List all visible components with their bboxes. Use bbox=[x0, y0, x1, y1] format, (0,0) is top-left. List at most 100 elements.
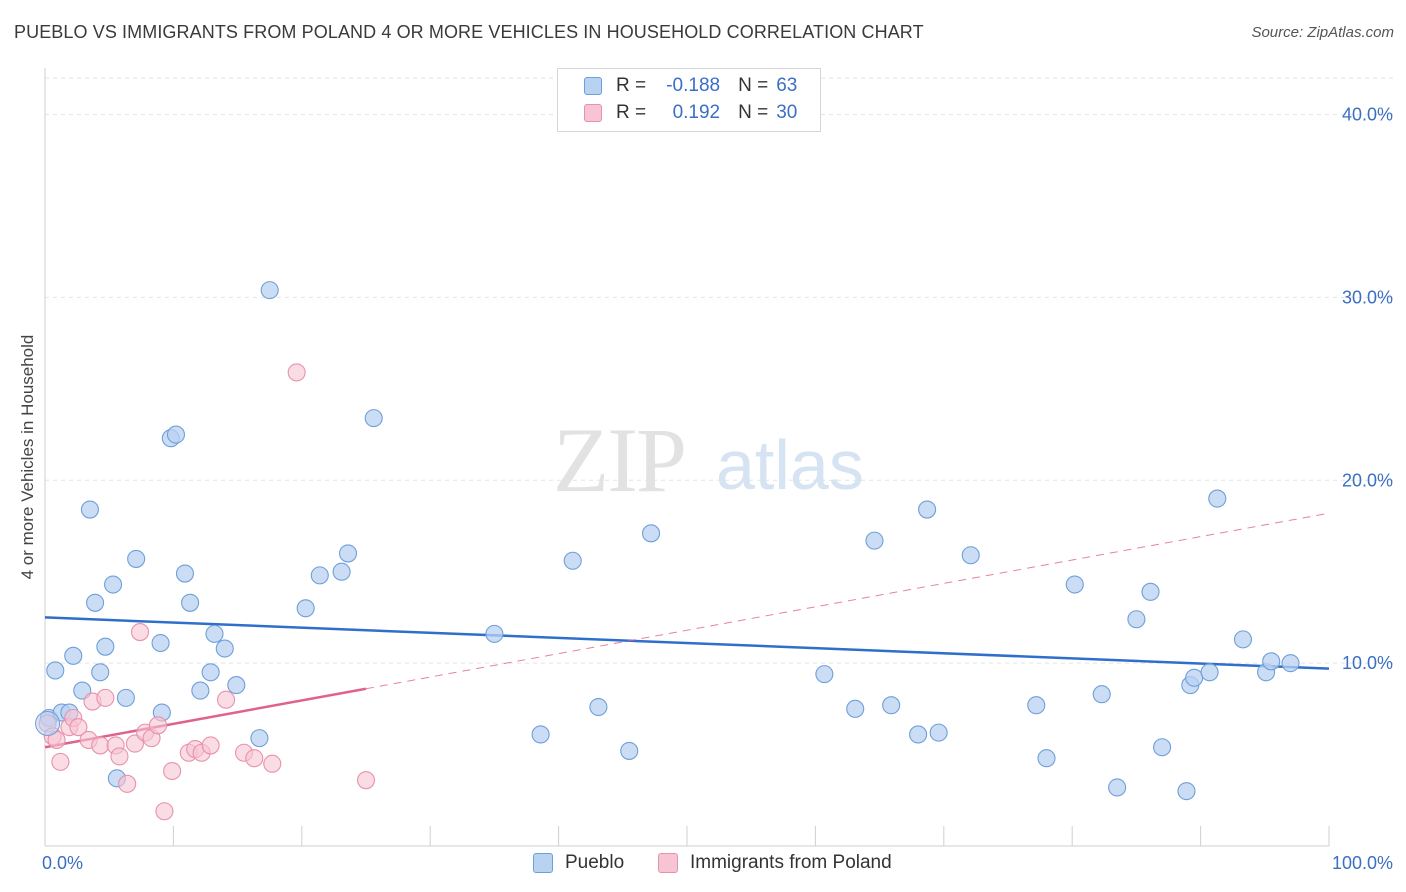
legend-row-pueblo: R = -0.188 N = 63 bbox=[584, 75, 797, 97]
pueblo-point bbox=[1208, 489, 1227, 508]
poland-point bbox=[69, 718, 88, 737]
pueblo-point bbox=[1233, 630, 1253, 649]
poland-point bbox=[51, 752, 70, 771]
poland-swatch bbox=[584, 104, 602, 122]
pueblo-point bbox=[1127, 610, 1146, 629]
y-tick-label: 30.0% bbox=[1342, 287, 1393, 307]
pueblo-point bbox=[1177, 782, 1196, 801]
pueblo-point bbox=[1108, 778, 1127, 797]
correlation-legend: R = -0.188 N = 63 R = 0.192 N = 30 bbox=[557, 68, 821, 132]
pueblo-point bbox=[1200, 663, 1219, 682]
poland-point bbox=[110, 747, 129, 766]
pueblo-point bbox=[215, 639, 234, 658]
legend-label-poland: Immigrants from Poland bbox=[690, 852, 892, 873]
chart-title: PUEBLO VS IMMIGRANTS FROM POLAND 4 OR MO… bbox=[14, 22, 924, 42]
legend-n-value: 30 bbox=[776, 102, 798, 123]
legend-item-pueblo: Pueblo bbox=[533, 852, 624, 874]
poland-point bbox=[155, 802, 174, 821]
pueblo-point bbox=[929, 723, 948, 742]
poland-point bbox=[96, 688, 115, 707]
legend-n-label: N = bbox=[738, 102, 769, 123]
pueblo-point bbox=[166, 425, 186, 444]
pueblo-point bbox=[485, 624, 504, 643]
legend-r-value: -0.188 bbox=[666, 75, 721, 96]
pueblo-point bbox=[91, 663, 110, 682]
watermark: ZIP atlas bbox=[553, 409, 864, 511]
legend-n-value: 63 bbox=[776, 75, 798, 96]
pueblo-point bbox=[296, 599, 315, 618]
pueblo-point bbox=[620, 741, 639, 760]
pueblo-point bbox=[1065, 575, 1084, 594]
pueblo-point bbox=[882, 696, 901, 715]
pueblo-point bbox=[332, 562, 351, 581]
watermark-zip: ZIP bbox=[553, 409, 685, 511]
legend-n-label: N = bbox=[738, 75, 769, 96]
pueblo-point bbox=[1185, 668, 1204, 687]
poland-trend-extension bbox=[365, 512, 1330, 690]
pueblo-point bbox=[1281, 654, 1300, 673]
pueblo-point bbox=[1092, 685, 1111, 704]
poland-point bbox=[118, 774, 137, 793]
legend-row-poland: R = 0.192 N = 30 bbox=[584, 102, 797, 124]
pueblo-point bbox=[181, 593, 200, 612]
legend-r-label: R = bbox=[616, 102, 647, 123]
pueblo-point bbox=[589, 697, 608, 717]
legend-r-value: 0.192 bbox=[672, 102, 721, 123]
grid-layer bbox=[45, 77, 1394, 664]
axis-layer bbox=[44, 68, 1330, 847]
poland-point bbox=[130, 623, 150, 642]
pueblo-point bbox=[865, 531, 884, 550]
pueblo-point bbox=[846, 699, 865, 718]
pueblo-point bbox=[641, 524, 661, 543]
pueblo-point bbox=[205, 624, 224, 643]
pueblo-point bbox=[909, 725, 928, 744]
y-tick-label: 40.0% bbox=[1342, 105, 1393, 125]
pueblo-point bbox=[191, 681, 210, 700]
legend-r-label: R = bbox=[616, 75, 647, 96]
pueblo-point bbox=[260, 281, 279, 300]
pueblo-point bbox=[127, 549, 146, 568]
x-tick-label: 0.0% bbox=[42, 853, 83, 873]
poland-point bbox=[287, 363, 306, 382]
y-tick-label: 10.0% bbox=[1342, 653, 1393, 673]
pueblo-point bbox=[563, 551, 582, 570]
poland-point bbox=[245, 749, 264, 768]
pueblo-point bbox=[1037, 749, 1056, 768]
pueblo-point bbox=[151, 633, 170, 653]
source-label: Source: ZipAtlas.com bbox=[1251, 24, 1394, 41]
poland-swatch bbox=[658, 853, 678, 873]
points-layer bbox=[35, 281, 1300, 821]
series-legend: Pueblo Immigrants from Poland bbox=[0, 852, 1406, 876]
pueblo-point bbox=[1027, 696, 1046, 715]
watermark-atlas: atlas bbox=[716, 426, 864, 504]
pueblo-point bbox=[250, 729, 269, 748]
poland-point bbox=[148, 716, 168, 735]
pueblo-point bbox=[531, 725, 550, 744]
pueblo-point bbox=[96, 637, 115, 656]
trend-layer bbox=[44, 512, 1330, 749]
pueblo-point bbox=[116, 688, 135, 707]
pueblo-point bbox=[64, 646, 83, 665]
pueblo-point bbox=[86, 593, 105, 612]
pueblo-point bbox=[1141, 582, 1160, 601]
pueblo-point bbox=[227, 676, 246, 695]
pueblo-swatch bbox=[533, 853, 553, 873]
pueblo-swatch bbox=[584, 77, 602, 95]
pueblo-point bbox=[338, 544, 358, 563]
pueblo-point bbox=[201, 663, 220, 682]
pueblo-point bbox=[80, 500, 99, 519]
poland-point bbox=[216, 690, 236, 709]
pueblo-point bbox=[364, 409, 383, 428]
pueblo-point bbox=[46, 661, 65, 680]
pueblo-point bbox=[35, 710, 61, 736]
legend-label-pueblo: Pueblo bbox=[565, 852, 625, 873]
pueblo-trend-line bbox=[44, 616, 1330, 670]
poland-point bbox=[201, 736, 220, 755]
pueblo-point bbox=[310, 566, 329, 585]
x-tick-label: 100.0% bbox=[1332, 853, 1393, 873]
tick-label-layer: 10.0% 20.0% 30.0% 40.0% 0.0% 100.0% bbox=[42, 105, 1393, 873]
y-tick-label: 20.0% bbox=[1342, 470, 1393, 490]
pueblo-point bbox=[175, 564, 195, 583]
pueblo-point bbox=[1262, 652, 1281, 671]
